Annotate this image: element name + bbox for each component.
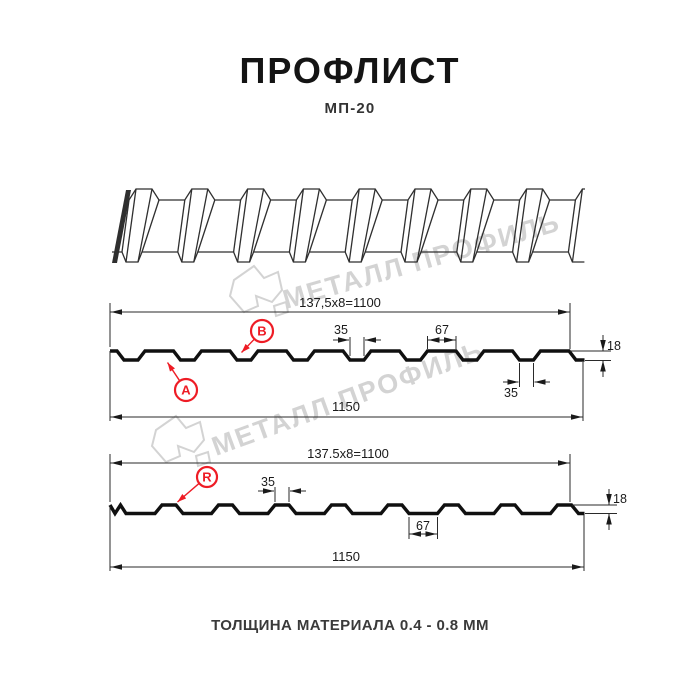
rib-edge-line	[348, 188, 360, 263]
dim-rib-width-front: 35	[334, 323, 348, 337]
brand-logo-icon	[228, 264, 284, 314]
rib-edge-line	[527, 188, 544, 263]
dim-rib-width-back: 35	[261, 475, 275, 489]
material-thickness-note: ТОЛЩИНА МАТЕРИАЛА 0.4 - 0.8 ММ	[211, 617, 489, 634]
rib-edge-line	[137, 188, 153, 263]
rib-edge-line	[236, 188, 249, 263]
sheet-cut-edge	[112, 190, 131, 263]
profile-section-front: 137,5x8=1100 35 67 18 35	[109, 295, 621, 421]
rib-edge-line	[400, 199, 409, 253]
brand-watermark: МЕТАЛЛ ПРОФИЛЬ	[228, 207, 564, 318]
rib-edge-line	[177, 199, 186, 253]
rib-edge-line	[308, 199, 328, 253]
dim-height-front: 18	[607, 339, 621, 353]
point-label-r-circle	[195, 465, 219, 489]
dim-height-back: 18	[613, 492, 627, 506]
dim-flat-width-back: 67	[416, 519, 430, 533]
rib-edge-line	[248, 188, 265, 263]
rib-edge-line	[197, 199, 216, 253]
rib-edge-line	[141, 199, 160, 253]
rib-edge-line	[292, 188, 305, 263]
sheet-bottom-outline	[112, 251, 585, 263]
rib-edge-line	[404, 188, 416, 263]
rib-edge-line	[531, 199, 551, 253]
rib-edge-line	[181, 188, 193, 263]
rib-edge-line	[288, 199, 298, 253]
dim-overall-width-front: 1150	[332, 399, 360, 414]
rib-edge-line	[472, 188, 488, 263]
dim-module-back: 137.5x8=1100	[307, 446, 389, 461]
sheet-3d-view	[112, 188, 585, 263]
dim-module-front: 137,5x8=1100	[299, 295, 381, 310]
rib-edge-line	[456, 199, 465, 253]
rib-edge-line	[460, 188, 472, 263]
dim-overall-width-back: 1150	[332, 549, 360, 564]
rib-edge-line	[232, 199, 242, 253]
page-title: ПРОФЛИСТ	[239, 50, 461, 91]
brand-logo-icon	[194, 450, 212, 468]
rib-edge-line	[420, 199, 439, 253]
dim-flat-width-front: 67	[435, 323, 449, 337]
dim-rib-bottom-width-front: 35	[504, 386, 518, 400]
rib-edge-line	[511, 199, 521, 253]
point-label-b-circle	[249, 318, 275, 344]
rib-edge-line	[515, 188, 528, 263]
rib-edge-line	[416, 188, 432, 263]
rib-edge-line	[476, 199, 495, 253]
brand-logo-icon	[150, 414, 206, 464]
rib-edge-line	[121, 199, 130, 253]
rib-edge-line	[360, 188, 376, 263]
point-label-a: A	[181, 383, 191, 398]
rib-edge-line	[571, 188, 584, 263]
rib-edge-line	[344, 199, 353, 253]
rib-edge-line	[567, 199, 577, 253]
profile-outline	[108, 501, 585, 517]
profile-section-back: 137.5x8=1100 35 67 18	[108, 446, 627, 571]
point-label-a-circle	[173, 377, 199, 403]
profile-outline	[110, 349, 585, 362]
rib-edge-line	[193, 188, 209, 263]
profile-model-name: МП-20	[324, 100, 376, 117]
rib-edge-line	[125, 188, 137, 263]
point-label-b: B	[257, 324, 266, 339]
point-label-r: R	[202, 470, 212, 485]
sheet-top-outline	[126, 188, 585, 201]
rib-edge-line	[304, 188, 321, 263]
rib-edge-line	[364, 199, 383, 253]
rib-edge-line	[252, 199, 272, 253]
